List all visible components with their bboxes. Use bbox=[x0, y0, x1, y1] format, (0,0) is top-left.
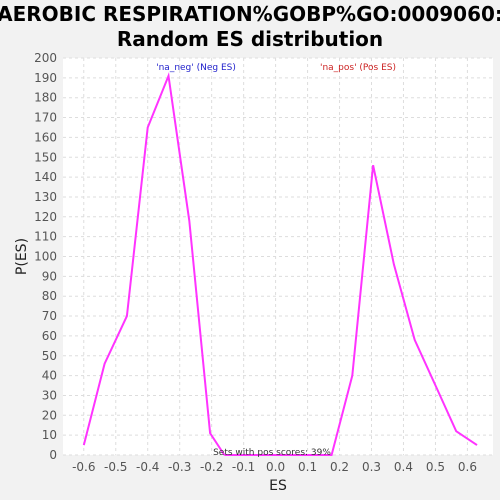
y-tick-label: 80 bbox=[42, 289, 57, 303]
y-tick-label: 200 bbox=[34, 51, 57, 65]
y-tick-label: 100 bbox=[34, 250, 57, 264]
y-tick-label: 50 bbox=[42, 349, 57, 363]
chart-title-line2: Random ES distribution bbox=[117, 27, 383, 51]
y-tick-label: 110 bbox=[34, 230, 57, 244]
legend-neg-label: 'na_neg' (Neg ES) bbox=[156, 63, 236, 73]
y-tick-label: 40 bbox=[42, 369, 57, 383]
x-tick-label: 0.5 bbox=[426, 460, 445, 474]
x-tick-label: 0.4 bbox=[394, 460, 413, 474]
x-tick-label: -0.4 bbox=[136, 460, 159, 474]
series-line-pos bbox=[224, 164, 478, 456]
x-tick-label: -0.2 bbox=[200, 460, 223, 474]
legend-pos-label: 'na_pos' (Pos ES) bbox=[320, 63, 396, 73]
x-tick-label: -0.6 bbox=[72, 460, 95, 474]
y-tick-label: 160 bbox=[34, 130, 57, 144]
x-tick-label: -0.3 bbox=[168, 460, 191, 474]
x-tick-label: 0.2 bbox=[330, 460, 349, 474]
x-tick-label: 0.3 bbox=[362, 460, 381, 474]
x-tick-label: -0.5 bbox=[104, 460, 127, 474]
y-tick-label: 190 bbox=[34, 71, 57, 85]
y-tick-label: 30 bbox=[42, 388, 57, 402]
chart-title-line1: AEROBIC RESPIRATION%GOBP%GO:0009060: bbox=[0, 2, 500, 26]
tick-labels: 0 10 20 30 40 50 60 70 80 90 100 110 120 130 140 150 160… bbox=[34, 51, 477, 474]
y-tick-label: 10 bbox=[42, 428, 57, 442]
y-tick-label: 180 bbox=[34, 91, 57, 105]
x-tick-label: 0.0 bbox=[266, 460, 285, 474]
y-axis-label: P(ES) bbox=[14, 238, 30, 275]
y-tick-label: 140 bbox=[34, 170, 57, 184]
plot-area bbox=[63, 58, 493, 455]
series-line-neg bbox=[82, 72, 226, 456]
y-tick-label: 20 bbox=[42, 408, 57, 422]
x-tick-label: 0.1 bbox=[298, 460, 317, 474]
y-tick-label: 60 bbox=[42, 329, 57, 343]
y-tick-label: 150 bbox=[34, 150, 57, 164]
y-tick-label: 70 bbox=[42, 309, 57, 323]
x-tick-label: 0.6 bbox=[458, 460, 477, 474]
x-tick-label: -0.1 bbox=[232, 460, 255, 474]
x-axis-label: ES bbox=[269, 478, 287, 494]
y-tick-label: 170 bbox=[34, 111, 57, 125]
y-tick-label: 130 bbox=[34, 190, 57, 204]
pos-scores-annotation: Sets with pos scores: 39% bbox=[213, 448, 331, 458]
y-tick-label: 90 bbox=[42, 269, 57, 283]
grid bbox=[63, 57, 493, 456]
y-tick-label: 0 bbox=[49, 448, 57, 462]
y-tick-label: 120 bbox=[34, 210, 57, 224]
